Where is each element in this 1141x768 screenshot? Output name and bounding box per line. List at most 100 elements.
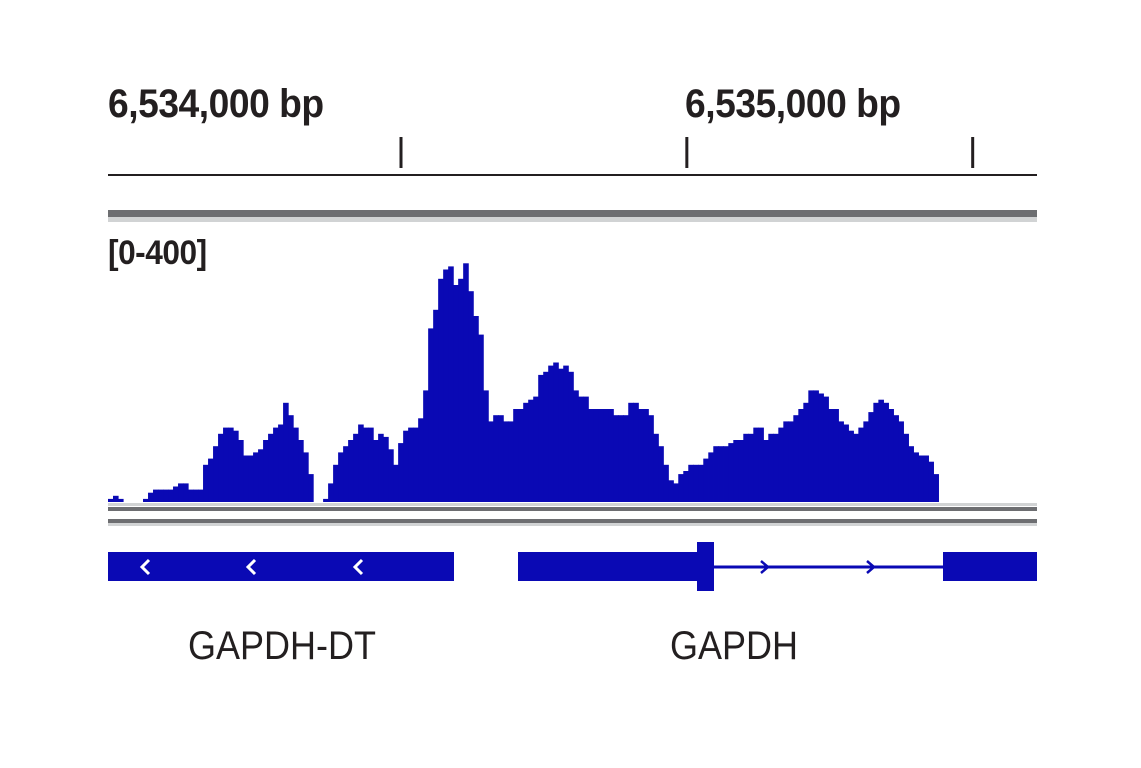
coverage-bar xyxy=(578,396,584,502)
coverage-bar xyxy=(773,433,779,502)
coverage-bar xyxy=(818,393,824,502)
coverage-bar xyxy=(858,427,864,502)
coverage-bar xyxy=(173,486,179,502)
coverage-bar xyxy=(623,415,629,502)
ruler-end-label: 6,535,000 bp xyxy=(685,82,901,126)
coverage-bar xyxy=(928,461,934,502)
coverage-bar xyxy=(563,365,569,502)
coverage-bar xyxy=(468,291,474,502)
coverage-bar xyxy=(533,396,539,502)
ruler-ticks xyxy=(399,137,975,168)
coverage-bar xyxy=(108,498,114,502)
track-divider-top xyxy=(108,210,1037,222)
coverage-bar xyxy=(248,455,254,502)
coverage-bar xyxy=(118,498,124,502)
coverage-bar xyxy=(288,415,294,502)
coverage-bar xyxy=(593,409,599,502)
coverage-bar xyxy=(383,436,389,502)
coverage-bar xyxy=(913,452,919,502)
gapdh-strand-arrow xyxy=(866,560,876,574)
coverage-bar xyxy=(843,424,849,502)
coverage-bar xyxy=(768,433,774,502)
coverage-bar xyxy=(438,278,444,502)
gene-label-gapdh: GAPDH xyxy=(670,624,799,668)
coverage-bar xyxy=(183,483,189,502)
coverage-bar xyxy=(618,415,624,502)
coverage-bar xyxy=(193,489,199,502)
gene-model-gapdh[interactable] xyxy=(518,542,1037,591)
coverage-bar xyxy=(168,489,174,502)
coverage-bar xyxy=(918,455,924,502)
coverage-bar xyxy=(203,464,209,502)
coverage-bar xyxy=(418,418,424,502)
coverage-bar xyxy=(303,452,309,502)
coverage-bar xyxy=(888,409,894,502)
coverage-bar xyxy=(678,474,684,502)
coverage-bar xyxy=(908,446,914,502)
gene-model-gapdh-dt[interactable] xyxy=(108,552,454,581)
coverage-bar xyxy=(808,390,814,502)
ruler-track xyxy=(108,137,1037,176)
coverage-bar xyxy=(488,421,494,502)
coverage-bar xyxy=(743,433,749,502)
coverage-bar xyxy=(683,471,689,502)
coverage-bar xyxy=(653,433,659,502)
coverage-bar xyxy=(273,427,279,502)
coverage-bar xyxy=(233,430,239,502)
coverage-track xyxy=(108,263,939,502)
coverage-bar xyxy=(598,409,604,502)
coverage-bar xyxy=(833,409,839,502)
coverage-bar xyxy=(523,402,529,502)
coverage-bar xyxy=(628,402,634,502)
coverage-bar xyxy=(548,365,554,502)
coverage-bar xyxy=(463,263,469,502)
coverage-bar xyxy=(603,409,609,502)
coverage-bar xyxy=(423,390,429,502)
coverage-bar xyxy=(513,409,519,502)
coverage-bar xyxy=(758,427,764,502)
coverage-bar xyxy=(278,424,284,502)
coverage-bar xyxy=(823,396,829,502)
coverage-bar xyxy=(478,334,484,502)
coverage-bar xyxy=(663,464,669,502)
coverage-bar xyxy=(503,421,509,502)
coverage-bar xyxy=(143,498,149,502)
coverage-bar xyxy=(633,402,639,502)
coverage-bar xyxy=(583,396,589,502)
gapdh-dt-body xyxy=(108,552,454,581)
gapdh-strand-arrow xyxy=(760,560,770,574)
coverage-bar xyxy=(933,474,939,502)
coverage-bar xyxy=(258,449,264,502)
coverage-bar xyxy=(263,440,269,502)
coverage-bar xyxy=(343,446,349,502)
coverage-bar xyxy=(243,455,249,502)
coverage-bar xyxy=(373,440,379,502)
coverage-bar xyxy=(213,446,219,502)
coverage-bar xyxy=(198,489,204,502)
coverage-bar xyxy=(693,464,699,502)
coverage-bar xyxy=(163,489,169,502)
coverage-bar xyxy=(483,390,489,502)
coverage-bar xyxy=(923,455,929,502)
coverage-bar xyxy=(433,309,439,502)
coverage-bar xyxy=(803,402,809,502)
ruler-start-label: 6,534,000 bp xyxy=(108,82,324,126)
coverage-bar xyxy=(408,427,414,502)
coverage-bar xyxy=(473,316,479,502)
coverage-bar xyxy=(298,440,304,502)
coverage-bar xyxy=(208,458,214,502)
coverage-bar xyxy=(308,474,314,502)
coverage-bar xyxy=(873,402,879,502)
coverage-bar xyxy=(788,421,794,502)
coverage-bar xyxy=(528,399,534,502)
coverage-bar xyxy=(283,402,289,502)
coverage-bar xyxy=(178,483,184,502)
coverage-bar xyxy=(838,421,844,502)
coverage-bar xyxy=(813,390,819,502)
coverage-bar xyxy=(148,492,154,502)
coverage-bar xyxy=(448,266,454,502)
coverage-bar xyxy=(848,430,854,502)
coverage-bar xyxy=(793,415,799,502)
coverage-bar xyxy=(268,433,274,502)
